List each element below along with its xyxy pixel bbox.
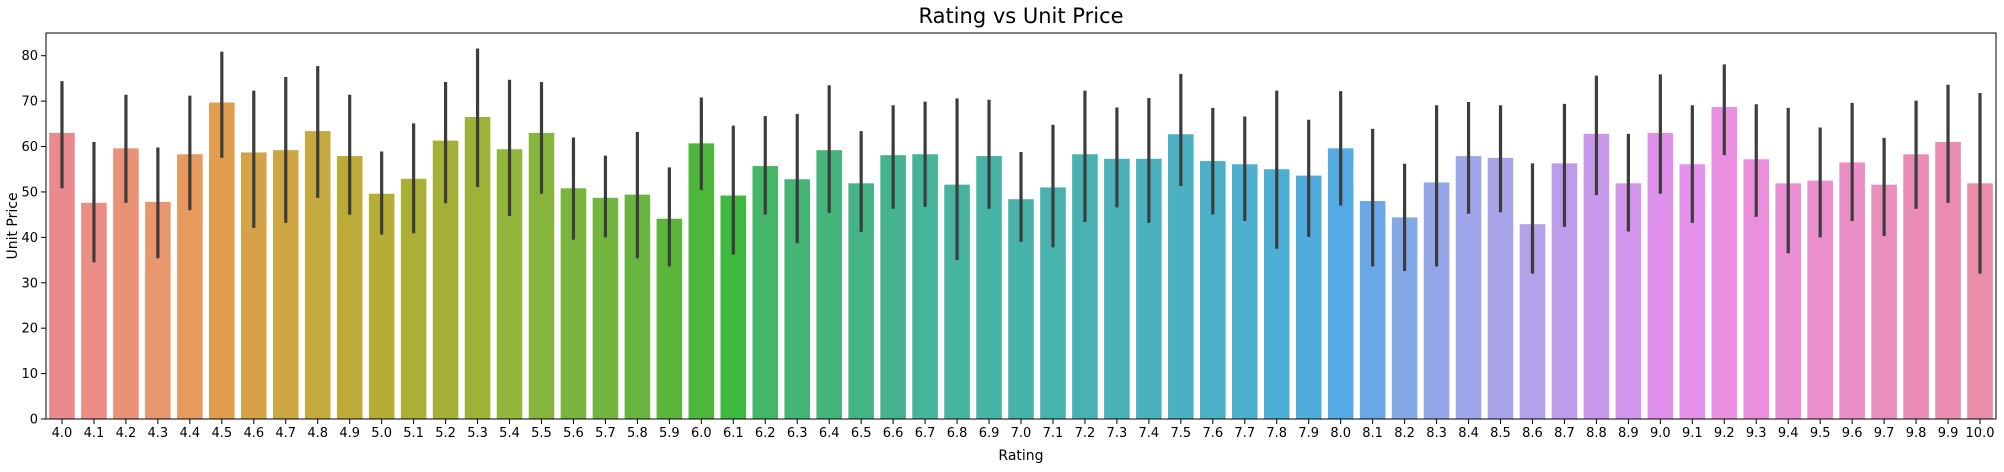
x-tick-label: 8.4 [1458,426,1479,441]
x-tick-label: 8.0 [1330,426,1351,441]
x-tick-label: 4.7 [275,426,296,441]
x-tick-label: 8.5 [1490,426,1511,441]
x-tick-label: 9.3 [1746,426,1767,441]
x-tick-label: 7.1 [1043,426,1064,441]
x-tick-label: 6.9 [979,426,1000,441]
bars-layer [49,102,1993,420]
x-tick-label: 6.0 [691,426,712,441]
x-tick-label: 7.3 [1107,426,1128,441]
x-tick-label: 8.2 [1394,426,1415,441]
x-tick-label: 5.9 [659,426,680,441]
x-tick-label: 10.0 [1966,426,1995,441]
error-bars-layer [60,48,1982,274]
y-tick-label: 10 [21,367,38,382]
x-tick-label: 4.6 [243,426,264,441]
x-tick-label: 9.0 [1650,426,1671,441]
x-tick-label: 4.0 [52,426,73,441]
x-tick-label: 7.5 [1170,426,1191,441]
x-tick-label: 4.8 [307,426,328,441]
y-tick-label: 20 [21,322,38,337]
x-axis: 4.0 4.1 4.2 4.3 4.4 4.5 4.6 4.7 4.8 4.9 5.0 5.1 5.2 5… [52,419,1995,441]
x-tick-label: 9.2 [1714,426,1735,441]
x-tick-label: 5.2 [435,426,456,441]
x-tick-label: 6.1 [723,426,744,441]
x-tick-label: 8.1 [1362,426,1383,441]
x-tick-label: 6.2 [755,426,776,441]
x-tick-label: 7.0 [1011,426,1032,441]
x-tick-label: 7.9 [1298,426,1319,441]
x-tick-label: 8.6 [1522,426,1543,441]
x-tick-label: 9.4 [1778,426,1799,441]
x-tick-label: 5.7 [595,426,616,441]
x-tick-label: 9.5 [1810,426,1831,441]
y-axis: 0 10 20 30 40 50 60 70 80 [21,49,46,428]
y-tick-label: 40 [21,231,38,246]
x-tick-label: 8.7 [1554,426,1575,441]
x-tick-label: 5.3 [467,426,488,441]
x-tick-label: 6.3 [787,426,808,441]
x-tick-label: 4.2 [116,426,137,441]
x-tick-label: 9.6 [1842,426,1863,441]
x-tick-label: 9.1 [1682,426,1703,441]
x-tick-label: 7.7 [1234,426,1255,441]
y-tick-label: 80 [21,49,38,64]
x-tick-label: 8.9 [1618,426,1639,441]
x-tick-label: 6.5 [851,426,872,441]
x-tick-label: 4.1 [84,426,105,441]
y-tick-label: 30 [21,276,38,291]
x-tick-label: 4.9 [339,426,360,441]
x-tick-label: 4.3 [148,426,169,441]
x-tick-label: 7.6 [1202,426,1223,441]
x-tick-label: 5.5 [531,426,552,441]
x-tick-label: 4.5 [211,426,232,441]
x-tick-label: 5.8 [627,426,648,441]
x-tick-label: 8.3 [1426,426,1447,441]
x-axis-title: Rating [998,448,1043,464]
x-tick-label: 9.8 [1906,426,1927,441]
x-tick-label: 5.0 [371,426,392,441]
x-tick-label: 4.4 [180,426,201,441]
x-tick-label: 9.7 [1874,426,1895,441]
x-tick-label: 7.4 [1139,426,1160,441]
y-tick-label: 70 [21,95,38,110]
chart-title: Rating vs Unit Price [918,4,1123,28]
bar-9.2 [1711,107,1738,419]
x-tick-label: 9.9 [1938,426,1959,441]
y-tick-label: 60 [21,140,38,155]
x-tick-label: 8.8 [1586,426,1607,441]
x-tick-label: 7.2 [1075,426,1096,441]
x-tick-label: 6.8 [947,426,968,441]
x-tick-label: 6.7 [915,426,936,441]
y-tick-label: 50 [21,185,38,200]
x-tick-label: 6.4 [819,426,840,441]
x-tick-label: 7.8 [1266,426,1287,441]
x-tick-label: 5.4 [499,426,520,441]
y-tick-label: 0 [30,413,38,428]
plot-frame [45,32,1997,420]
x-tick-label: 5.6 [563,426,584,441]
x-tick-label: 6.6 [883,426,904,441]
y-axis-title: Unit Price [5,192,21,259]
x-tick-label: 5.1 [403,426,424,441]
